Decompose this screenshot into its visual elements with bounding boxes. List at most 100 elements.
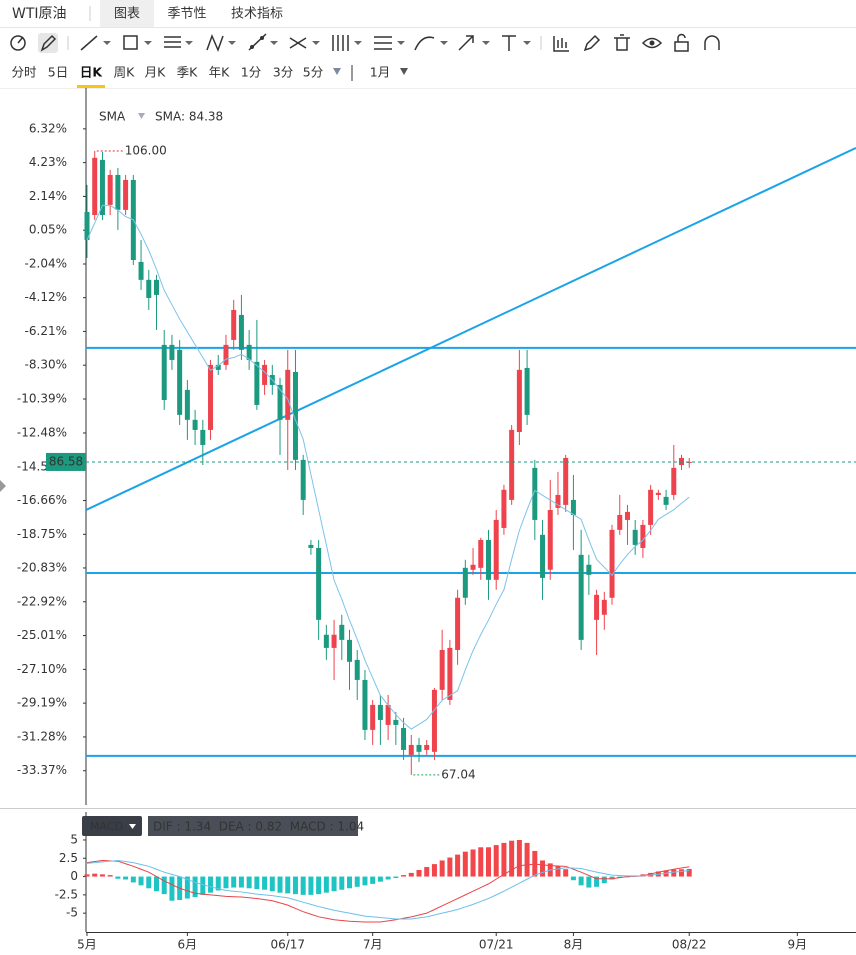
period-option[interactable]: 周K: [114, 65, 136, 80]
tool-icon[interactable]: [374, 36, 405, 50]
macd-bar: [555, 866, 561, 877]
macd-bar: [285, 876, 291, 894]
candle-body: [478, 539, 484, 568]
macd-bar: [455, 854, 461, 877]
candle-body: [208, 364, 214, 430]
period-option[interactable]: 3分: [273, 65, 293, 80]
y-tick-label: 4.23%: [29, 155, 67, 169]
dea-line: [86, 859, 690, 920]
tool-icon[interactable]: [704, 35, 720, 50]
y-tick-label: 5: [70, 832, 78, 846]
tool-icon[interactable]: [553, 36, 569, 52]
dropdown-arrow[interactable]: [333, 68, 341, 75]
legend-indicator: MACD: [90, 820, 123, 833]
x-tick-label: 9月: [788, 938, 808, 952]
macd-bar: [277, 876, 283, 893]
period-active-underline: [77, 85, 105, 88]
macd-bar: [594, 876, 600, 887]
tool-icon[interactable]: [414, 36, 448, 51]
y-tick-label: 0: [70, 869, 78, 883]
period-option[interactable]: 分时: [11, 65, 37, 80]
period-option[interactable]: 季K: [177, 65, 199, 80]
macd-bar: [570, 876, 576, 881]
macd-bar: [671, 869, 677, 877]
candle-body: [285, 369, 291, 420]
tool-icon[interactable]: [674, 33, 689, 52]
tool-icon[interactable]: [80, 35, 111, 51]
y-tick-label: 6.32%: [29, 121, 67, 135]
period-option[interactable]: 5分: [303, 65, 323, 80]
y-tick-label: 0.05%: [29, 223, 67, 237]
side-handle[interactable]: [0, 480, 6, 492]
macd-bar: [609, 876, 615, 880]
legend-indicator: SMA: [99, 110, 126, 124]
y-tick-label: -33.37%: [17, 763, 67, 777]
macd-bar: [262, 876, 268, 890]
tool-icon[interactable]: [583, 34, 601, 52]
tool-icon[interactable]: [123, 35, 152, 50]
candle-body: [485, 539, 491, 580]
instrument-name: WTI原油: [12, 6, 67, 22]
period-option[interactable]: 年K: [209, 65, 231, 80]
macd-bar: [586, 876, 592, 888]
macd-bar: [424, 867, 430, 877]
period-option[interactable]: 月K: [145, 65, 167, 80]
macd-bar: [362, 876, 368, 886]
macd-bar: [208, 876, 214, 893]
tool-icon[interactable]: [332, 35, 362, 51]
macd-bar: [99, 874, 105, 877]
macd-bar: [377, 876, 383, 882]
tool-icon[interactable]: [248, 33, 278, 51]
candle-body: [184, 389, 190, 420]
y-tick-label: -6.21%: [25, 324, 67, 338]
candle-body: [655, 492, 661, 495]
macd-bar: [447, 857, 453, 877]
candle-body: [447, 647, 453, 700]
macd-bar: [300, 876, 306, 895]
candle-body: [424, 744, 430, 750]
y-tick-label: -2.5: [55, 887, 78, 901]
tool-icon[interactable]: [458, 35, 490, 51]
macd-bar: [493, 845, 499, 877]
y-tick-label: -8.30%: [25, 358, 67, 372]
period-option[interactable]: 5日: [48, 65, 68, 80]
candle-body: [123, 179, 129, 210]
macd-bar: [540, 860, 546, 877]
macd-bar: [292, 876, 298, 895]
macd-bar: [153, 876, 159, 892]
tool-icon[interactable]: [164, 36, 193, 48]
tool-icon[interactable]: [289, 37, 320, 49]
macd-bar: [84, 874, 90, 877]
range-option[interactable]: 1月: [370, 65, 390, 80]
candle-body: [323, 634, 329, 648]
macd-bar: [462, 851, 468, 877]
tool-icon[interactable]: [10, 35, 26, 51]
macd-bar: [485, 847, 491, 877]
legend-readout: SMA: 84.38: [155, 110, 223, 124]
tab[interactable]: 技术指标: [231, 7, 283, 22]
period-option[interactable]: 1分: [241, 65, 261, 80]
indicator-box[interactable]: [82, 816, 142, 836]
candle-body: [300, 459, 306, 500]
legend-dropdown[interactable]: [138, 113, 145, 119]
candle-body: [540, 534, 546, 578]
macd-bar: [130, 876, 136, 883]
candle-body: [501, 489, 507, 528]
legend-dropdown[interactable]: [129, 824, 136, 829]
period-option[interactable]: 日K: [80, 65, 104, 80]
candle-body: [570, 499, 576, 515]
tool-icon[interactable]: [641, 37, 663, 49]
tool-icon[interactable]: [502, 35, 531, 51]
macd-bar: [316, 876, 322, 895]
tab[interactable]: 季节性: [167, 7, 206, 22]
candle-body: [624, 511, 630, 520]
tab[interactable]: 图表: [114, 7, 140, 22]
tool-icon[interactable]: [614, 34, 630, 51]
tool-icon[interactable]: [206, 33, 236, 53]
candle-body: [470, 564, 476, 570]
tool-icon[interactable]: [38, 33, 58, 53]
dropdown-arrow[interactable]: [400, 68, 408, 75]
extreme-label: 106.00: [125, 143, 167, 157]
x-tick-label: 6月: [178, 938, 198, 952]
